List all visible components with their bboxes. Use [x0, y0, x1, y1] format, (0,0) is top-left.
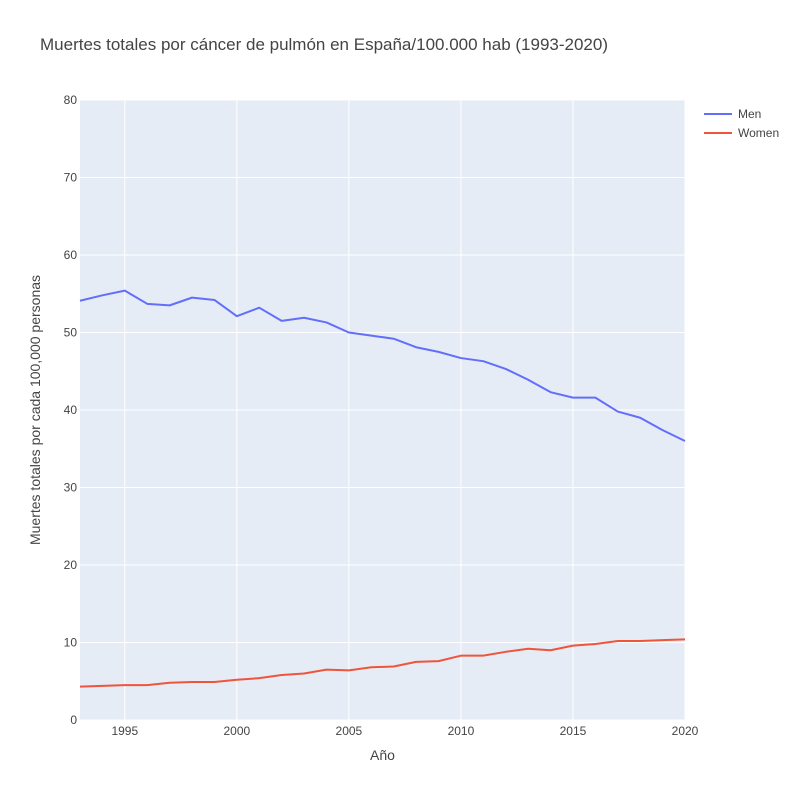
- y-tick-label: 20: [64, 558, 78, 572]
- y-tick-label: 80: [64, 93, 78, 107]
- series-line-men[interactable]: [79, 289, 686, 442]
- legend-item-men[interactable]: Men: [704, 107, 761, 121]
- y-tick-label: 50: [64, 326, 78, 340]
- x-tick-label: 2000: [224, 724, 251, 738]
- legend[interactable]: Men Women: [704, 107, 779, 140]
- x-tick-labels: 1995 2000 2005 2010 2015 2020: [111, 724, 698, 738]
- legend-label: Women: [738, 126, 779, 140]
- x-tick-label: 2015: [560, 724, 587, 738]
- y-tick-label: 60: [64, 248, 78, 262]
- y-tick-label: 0: [70, 713, 77, 727]
- series-line-women[interactable]: [79, 638, 686, 688]
- x-tick-label: 2020: [672, 724, 699, 738]
- y-axis-title: Muertes totales por cada 100,000 persona…: [27, 275, 43, 545]
- x-tick-label: 1995: [111, 724, 138, 738]
- legend-label: Men: [738, 107, 761, 121]
- y-tick-labels: 0 10 20 30 40 50 60 70 80: [64, 93, 78, 727]
- x-tick-label: 2010: [448, 724, 475, 738]
- y-gridlines: [80, 99, 685, 721]
- legend-item-women[interactable]: Women: [704, 126, 779, 140]
- x-gridlines: [124, 100, 686, 720]
- y-tick-label: 30: [64, 481, 78, 495]
- x-tick-label: 2005: [336, 724, 363, 738]
- y-tick-label: 40: [64, 403, 78, 417]
- y-tick-label: 70: [64, 171, 78, 185]
- x-axis-title: Año: [370, 747, 395, 763]
- series-lines: [79, 289, 686, 688]
- y-tick-label: 10: [64, 636, 78, 650]
- chart-title: Muertes totales por cáncer de pulmón en …: [40, 35, 608, 54]
